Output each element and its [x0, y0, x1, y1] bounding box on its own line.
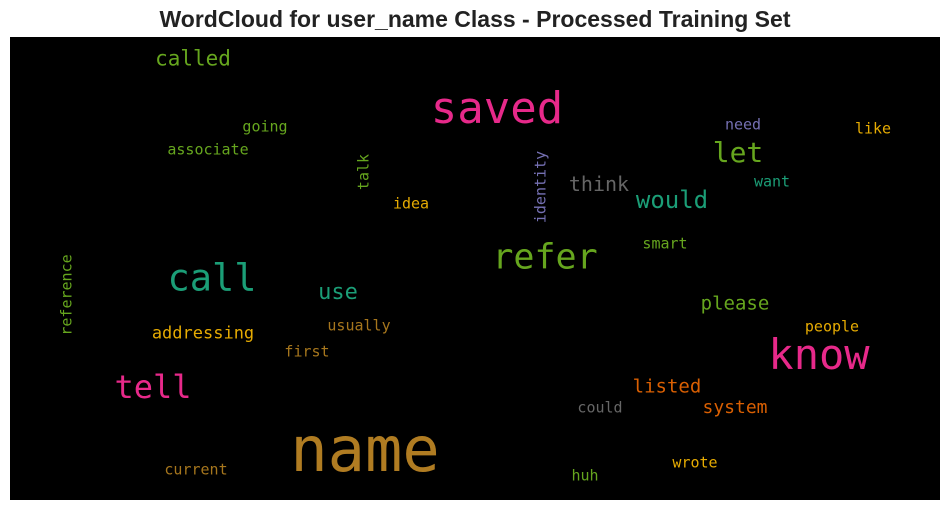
word-need: need — [724, 115, 762, 134]
word-call: call — [167, 256, 257, 300]
word-talk: talk — [354, 153, 373, 191]
word-please: please — [700, 292, 770, 315]
word-called: called — [155, 46, 231, 71]
word-use: use — [318, 280, 358, 305]
word-cloud: name saved know call refer tell let would use cal… — [10, 37, 940, 500]
word-refer: refer — [492, 237, 598, 278]
word-smart: smart — [642, 234, 688, 253]
word-identity: identity — [531, 150, 550, 224]
word-like: like — [854, 119, 892, 138]
word-want: want — [753, 172, 791, 191]
word-associate: associate — [167, 140, 249, 159]
word-listed: listed — [632, 375, 702, 398]
word-wrote: wrote — [672, 453, 718, 472]
word-know: know — [768, 330, 870, 379]
word-addressing: addressing — [151, 323, 255, 344]
word-would: would — [635, 186, 709, 214]
word-system: system — [702, 397, 768, 418]
word-going: going — [242, 117, 288, 136]
word-people: people — [804, 317, 860, 336]
word-let: let — [712, 136, 764, 169]
word-usually: usually — [327, 316, 391, 335]
chart-title: WordCloud for user_name Class - Processe… — [159, 6, 791, 32]
word-think: think — [568, 172, 630, 196]
word-saved: saved — [430, 83, 564, 134]
word-tell: tell — [114, 368, 192, 406]
word-idea: idea — [392, 194, 430, 213]
word-current: current — [164, 460, 228, 479]
word-could: could — [577, 398, 623, 417]
word-first: first — [284, 342, 330, 361]
word-reference: reference — [57, 254, 76, 336]
word-name: name — [290, 413, 440, 486]
word-huh: huh — [571, 466, 599, 485]
